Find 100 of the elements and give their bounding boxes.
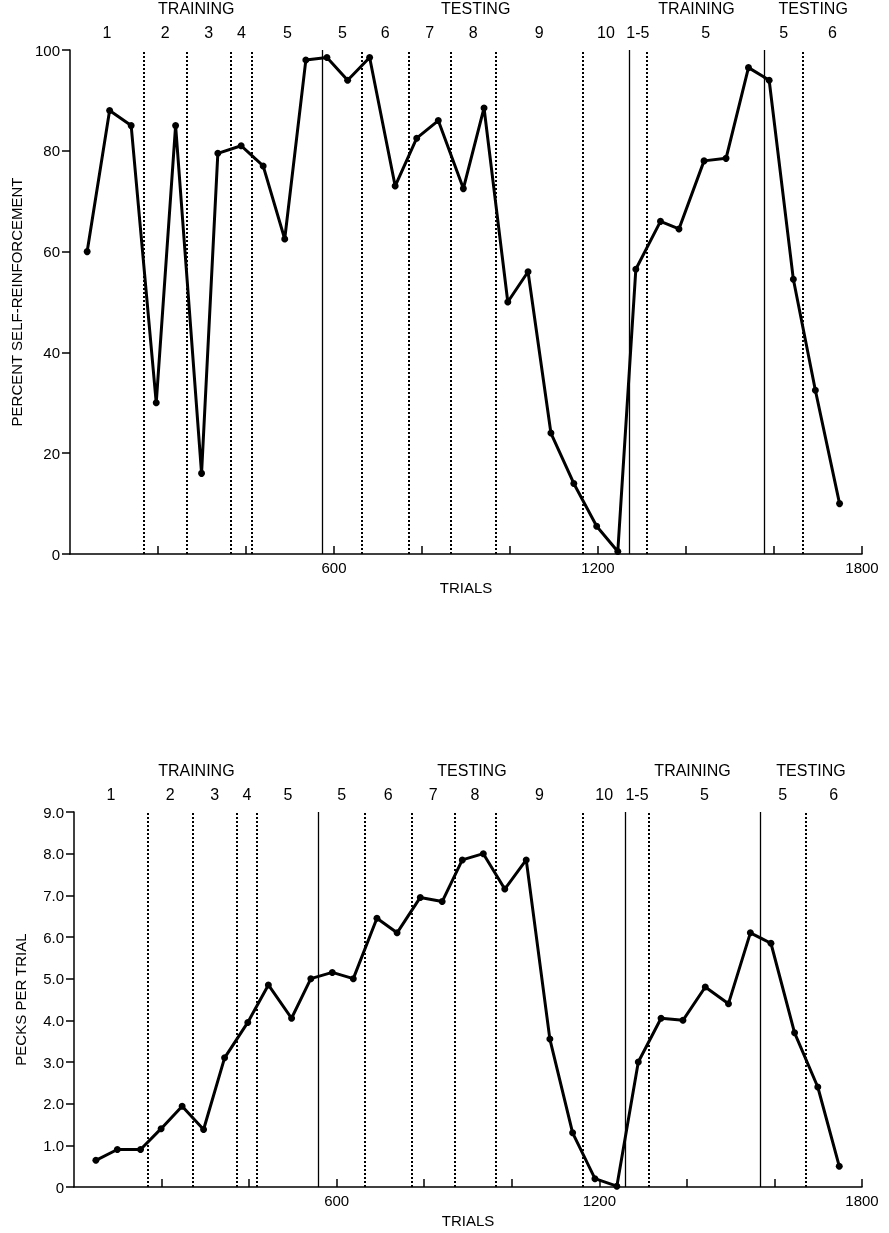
text: 6 (380, 23, 390, 41)
y-axis-title: PECKS PER TRIAL (12, 933, 29, 1066)
y-tick-label: 8.0 (43, 845, 64, 863)
point (214, 149, 222, 157)
text: 9 (534, 23, 544, 41)
text: 8 (468, 23, 478, 41)
x-tick-label: 1200 (582, 1192, 617, 1209)
text: 7 (425, 23, 435, 41)
text: 1 (106, 785, 116, 803)
text: 9 (534, 785, 544, 803)
point (391, 182, 399, 190)
y-tick-label: 3.0 (43, 1053, 64, 1071)
point (373, 914, 381, 922)
point (835, 1162, 843, 1170)
point (198, 469, 206, 477)
text: TESTING (776, 761, 846, 779)
point (328, 968, 336, 976)
point (593, 522, 601, 530)
point (307, 975, 315, 983)
point (570, 479, 578, 487)
text: TESTING (437, 761, 507, 779)
point (524, 268, 532, 276)
text: 5 (701, 23, 711, 41)
point (434, 117, 442, 125)
text: 10 (595, 785, 614, 803)
point (113, 1146, 121, 1153)
y-tick-label: 1.0 (43, 1136, 64, 1154)
x-axis-title: TRIALS (439, 579, 493, 596)
text: 10 (597, 23, 615, 41)
point (701, 983, 709, 991)
point (522, 856, 530, 864)
y-tick-label: 0 (51, 545, 60, 563)
x-axis-title: TRIALS (441, 1212, 495, 1229)
point (344, 76, 352, 84)
point (614, 547, 622, 555)
point (172, 122, 180, 130)
point (767, 939, 775, 947)
point (200, 1126, 208, 1133)
text: TRAINING (654, 761, 731, 779)
text: 3 (210, 785, 220, 803)
text: TRAINING (158, 0, 235, 17)
point (765, 76, 773, 84)
point (591, 1175, 599, 1183)
point (679, 1016, 687, 1024)
point (479, 850, 487, 858)
point (722, 154, 730, 162)
text: 1-5 (626, 23, 650, 41)
point (393, 929, 401, 937)
text: 4 (236, 23, 246, 41)
point (613, 1182, 621, 1190)
text: TRAINING (658, 0, 735, 17)
y-tick-label: 4.0 (43, 1011, 64, 1029)
x-tick-label: 1800 (845, 559, 879, 576)
y-tick-label: 40 (43, 343, 60, 361)
point (789, 275, 797, 283)
point (349, 975, 357, 983)
point (366, 54, 374, 62)
text: 7 (428, 785, 438, 803)
point (791, 1029, 799, 1037)
point (92, 1156, 100, 1164)
point (569, 1129, 577, 1137)
text: 2 (160, 23, 170, 41)
point (178, 1102, 186, 1110)
text: 5 (699, 785, 709, 803)
point (157, 1125, 165, 1133)
text: 1-5 (625, 785, 649, 803)
text: 5 (337, 23, 347, 41)
point (504, 298, 512, 306)
point (814, 1083, 822, 1091)
point (416, 893, 424, 901)
text: 5 (283, 785, 293, 803)
text: 6 (829, 785, 839, 803)
y-tick-label: 7.0 (43, 886, 64, 904)
point (83, 248, 91, 256)
text: 3 (204, 23, 214, 41)
text: TRAINING (158, 761, 235, 779)
point (237, 142, 245, 150)
point (244, 1018, 252, 1026)
point (288, 1014, 296, 1022)
y-tick-label: 100 (34, 41, 60, 59)
y-tick-label: 0 (55, 1178, 64, 1196)
text: 6 (383, 785, 393, 803)
point (137, 1146, 145, 1153)
x-tick-label: 1800 (845, 1192, 879, 1209)
point (546, 1035, 554, 1043)
point (221, 1054, 229, 1062)
text: 6 (828, 23, 838, 41)
point (459, 185, 467, 193)
point (656, 217, 664, 225)
point (438, 898, 446, 906)
text: 5 (778, 785, 788, 803)
point (746, 929, 754, 937)
point (632, 265, 640, 273)
x-tick-label: 1200 (581, 559, 615, 576)
point (724, 1000, 732, 1008)
text: 8 (470, 785, 480, 803)
text: 5 (779, 23, 789, 41)
point (127, 122, 135, 130)
y-tick-label: 20 (43, 444, 60, 462)
point (836, 500, 844, 508)
